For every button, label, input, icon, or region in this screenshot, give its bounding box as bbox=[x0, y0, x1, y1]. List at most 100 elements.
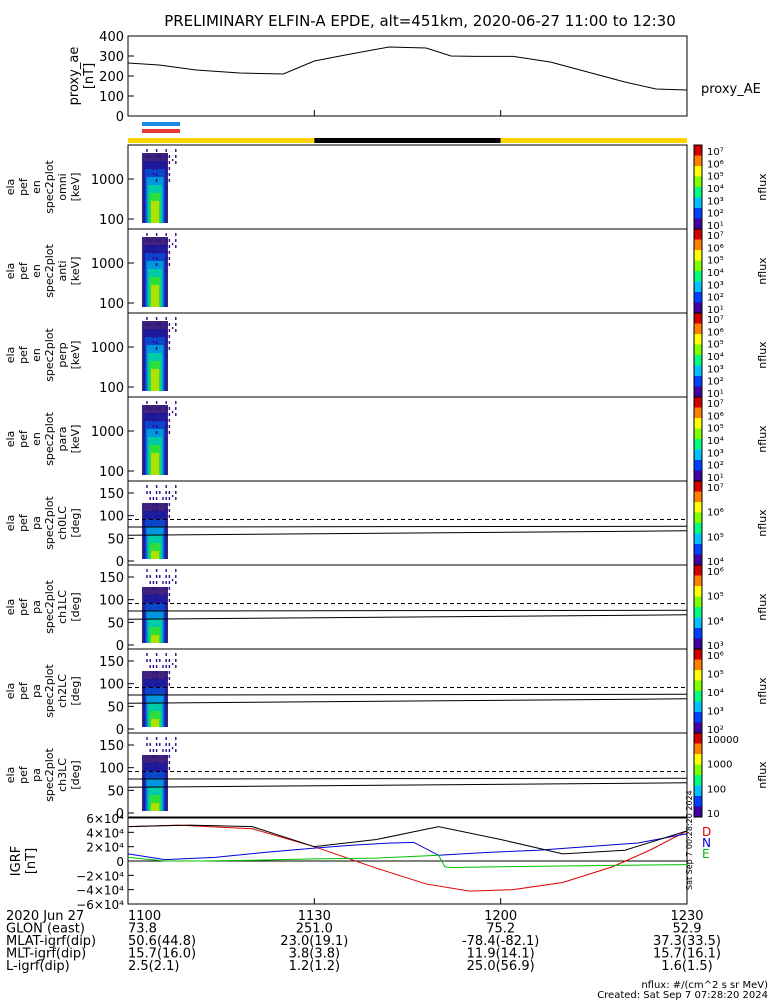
en_para-colorbar-band bbox=[694, 428, 702, 440]
en_para-colorbar-tick: 10² bbox=[707, 461, 724, 472]
pa_ch0-colorbar-band bbox=[694, 491, 702, 503]
pa_ch2-losscone-line bbox=[127, 698, 688, 704]
footer-value: 1100 bbox=[128, 909, 161, 924]
footer-value: 23.0(19.1) bbox=[280, 934, 348, 949]
en_anti-tick-label: 1000 bbox=[91, 257, 124, 272]
en_perp-colorbar-band bbox=[694, 313, 702, 324]
pa_ch2-cell bbox=[151, 719, 159, 727]
en_anti-colorbar-tick: 10⁴ bbox=[707, 268, 724, 279]
proxy-ae-tick-label: 200 bbox=[99, 70, 124, 85]
en_para-spectrum bbox=[142, 401, 177, 475]
pa_ch3-colorbar-label: nflux bbox=[756, 761, 769, 789]
footer-value: 25.0(56.9) bbox=[467, 959, 535, 974]
igrf-line-N bbox=[127, 833, 688, 861]
en_omni-colorbar-label: nflux bbox=[756, 173, 769, 201]
pa_ch3-tick-label: 150 bbox=[99, 739, 124, 754]
en_omni-colorbar-band bbox=[694, 145, 702, 156]
en_para-colorbar-band bbox=[694, 418, 702, 429]
en_para-colorbar-band bbox=[694, 397, 702, 408]
igrf-tick-label: −6×10⁴ bbox=[76, 898, 124, 912]
footer-value: 2.5(2.1) bbox=[128, 959, 180, 974]
en_omni-colorbar-tick: 10⁷ bbox=[707, 147, 724, 158]
proxy-ae-ylabel: proxy_ae[nT] bbox=[67, 47, 97, 106]
pa_ch1-tick-label: 50 bbox=[107, 616, 124, 631]
footer-row-label: GLON (east) bbox=[6, 922, 85, 937]
pa_ch3-frame bbox=[127, 732, 688, 818]
pa_ch1-colorbar-band bbox=[694, 575, 702, 587]
footer-value: 37.3(33.5) bbox=[653, 934, 721, 949]
pa_ch3-cell bbox=[151, 803, 159, 811]
en_omni-spectrum bbox=[142, 149, 177, 223]
igrf-line-total bbox=[127, 824, 688, 855]
en_perp-cell bbox=[151, 369, 159, 391]
pa_ch3-colorbar-band bbox=[694, 733, 702, 744]
footer-note: nflux: #/(cm^2 s sr MeV) bbox=[641, 980, 768, 991]
en_para-frame bbox=[127, 396, 688, 482]
footer-value: 1230 bbox=[670, 909, 703, 924]
pa_ch2-colorbar-band bbox=[694, 722, 702, 734]
proxy-ae-tick-label: 100 bbox=[99, 90, 124, 105]
pa_ch3-spectrum bbox=[142, 737, 177, 811]
en_anti-tick-label: 100 bbox=[99, 297, 124, 312]
en_anti-colorbar-band bbox=[694, 271, 702, 282]
footer-value: 3.8(3.8) bbox=[289, 947, 341, 962]
pa_ch0-tick-label: 50 bbox=[107, 532, 124, 547]
footer-value: 75.2 bbox=[486, 922, 515, 937]
pa_ch3-colorbar-band bbox=[694, 785, 702, 797]
igrf-legend-E: E bbox=[702, 847, 710, 861]
pa_ch1-colorbar-band bbox=[694, 607, 702, 618]
en_omni-colorbar-tick: 10⁵ bbox=[707, 172, 724, 183]
pa_ch3-colorbar-band bbox=[694, 796, 702, 807]
en_para-colorbar-tick: 10¹ bbox=[707, 473, 724, 484]
en_omni-ylabel: elapefenspec2plotomni[keV] bbox=[4, 160, 82, 214]
en_para-colorbar-label: nflux bbox=[756, 425, 769, 453]
pa_ch2-colorbar-band bbox=[694, 691, 702, 702]
pa_ch2-colorbar-band bbox=[694, 680, 702, 692]
en_perp-colorbar-tick: 10³ bbox=[707, 364, 724, 375]
orbit-segment bbox=[314, 138, 501, 143]
pa_ch2-tick-label: 150 bbox=[99, 655, 124, 670]
pa_ch1-colorbar-tick: 10⁵ bbox=[707, 592, 724, 603]
pa_ch0-ylabel: elapefpaspec2plotch0LC[deg] bbox=[4, 496, 82, 550]
pa_ch2-colorbar-label: nflux bbox=[756, 677, 769, 705]
orbit-segment bbox=[128, 138, 315, 143]
pa_ch1-colorbar-band bbox=[694, 638, 702, 650]
en_anti-colorbar-band bbox=[694, 302, 702, 314]
en_para-ylabel: elapefenspec2plotpara[keV] bbox=[4, 412, 82, 466]
en_para-colorbar-tick: 10⁶ bbox=[707, 411, 724, 422]
pa_ch3-colorbar-band bbox=[694, 775, 702, 786]
pa_ch1-tick-label: 150 bbox=[99, 571, 124, 586]
en_anti-colorbar-band bbox=[694, 229, 702, 240]
pa_ch2-colorbar-band bbox=[694, 670, 702, 681]
pa_ch2-ninety-line bbox=[127, 693, 688, 696]
igrf-tick-label: −4×10⁴ bbox=[76, 884, 124, 898]
en_para-colorbar-band bbox=[694, 439, 702, 450]
en_omni-colorbar-band bbox=[694, 155, 702, 167]
science-zone-marker bbox=[142, 122, 180, 126]
en_anti-colorbar-tick: 10⁵ bbox=[707, 256, 724, 267]
pa_ch1-colorbar-band bbox=[694, 586, 702, 597]
en_perp-tick-label: 1000 bbox=[91, 341, 124, 356]
pa_ch2-colorbar-tick: 10² bbox=[707, 725, 724, 736]
footer-value: 52.9 bbox=[673, 922, 702, 937]
pa_ch1-frame bbox=[127, 564, 688, 650]
en_para-tick-label: 100 bbox=[99, 465, 124, 480]
pa_ch1-colorbar-band bbox=[694, 617, 702, 629]
igrf-tick-label: 0 bbox=[116, 855, 124, 869]
en_anti-colorbar-band bbox=[694, 239, 702, 251]
proxy-ae-tick-label: 400 bbox=[99, 30, 124, 45]
en_omni-colorbar-band bbox=[694, 197, 702, 209]
pa_ch1-colorbar-band bbox=[694, 628, 702, 639]
footer-row-label: 2020 Jun 27 bbox=[6, 909, 84, 924]
en_perp-colorbar-tick: 10⁴ bbox=[707, 352, 724, 363]
pa_ch3-ninety-line bbox=[127, 777, 688, 780]
en_anti-colorbar-tick: 10² bbox=[707, 293, 724, 304]
pa_ch2-frame bbox=[127, 648, 688, 734]
proxy-ae-line bbox=[127, 46, 688, 91]
pa_ch1-colorbar-tick: 10³ bbox=[707, 641, 724, 652]
en_perp-tick-label: 100 bbox=[99, 381, 124, 396]
proxy-ae-tick-label: 0 bbox=[116, 110, 124, 125]
footer-value: 1130 bbox=[298, 909, 331, 924]
pa_ch0-tick-label: 0 bbox=[116, 555, 124, 570]
